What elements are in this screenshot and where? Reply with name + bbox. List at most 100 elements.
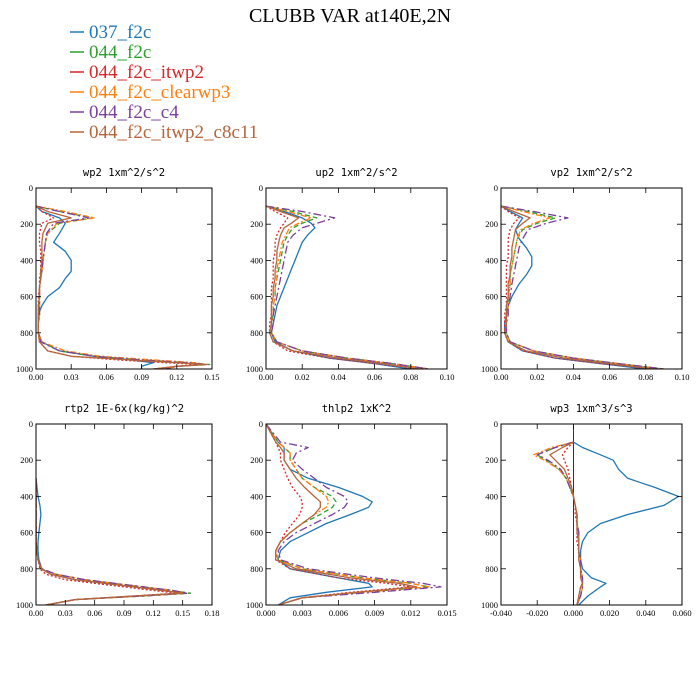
legend-label-4: 044_f2c_c4 bbox=[89, 102, 179, 123]
panel-3-ytick-0: 0 bbox=[29, 419, 33, 429]
panel-1-frame bbox=[265, 187, 448, 370]
panel-1-ytick-1: 200 bbox=[250, 219, 263, 229]
panel-3-ytick-5: 1000 bbox=[16, 600, 33, 610]
legend: 037_f2c044_f2c044_f2c_itwp2044_f2c_clear… bbox=[70, 22, 258, 143]
panel-0-xtick-1: 0.03 bbox=[64, 372, 79, 382]
panel-0-ytick-3: 600 bbox=[20, 292, 33, 302]
panel-2-xtick-1: 0.02 bbox=[530, 372, 545, 382]
legend-label-0: 037_f2c bbox=[89, 22, 151, 43]
panel-5-ytick-3: 600 bbox=[485, 528, 498, 538]
panel-4-ytick-5: 1000 bbox=[246, 600, 263, 610]
panel-2-series bbox=[501, 205, 664, 369]
panel-0-series-044_f2c_itwp2_c8c11 bbox=[36, 205, 207, 369]
panel-4-ytick-1: 200 bbox=[250, 455, 263, 465]
panel-5-ytick-0: 0 bbox=[494, 419, 498, 429]
panel-3-xtick-5: 0.15 bbox=[175, 608, 190, 618]
panel-1-series bbox=[266, 205, 429, 369]
panel-2-xtick-4: 0.08 bbox=[638, 372, 653, 382]
panel-1-xtick-1: 0.02 bbox=[295, 372, 310, 382]
panel-2-ytick-4: 800 bbox=[485, 328, 498, 338]
panel-4-xtick-4: 0.012 bbox=[401, 608, 420, 618]
panel-2-series-044_f2c_itwp2 bbox=[501, 205, 655, 369]
panel-1-ytick-4: 800 bbox=[250, 328, 263, 338]
panel-2-ytick-1: 200 bbox=[485, 219, 498, 229]
panel-1-ytick-2: 400 bbox=[250, 255, 263, 265]
panel-1-ytick-3: 600 bbox=[250, 292, 263, 302]
panel-0-xtick-2: 0.06 bbox=[99, 372, 114, 382]
panel-1-ytick-0: 0 bbox=[259, 183, 263, 193]
panel-1-series-044_f2c_clearwp3 bbox=[266, 205, 429, 369]
panel-4-ytick-2: 400 bbox=[250, 491, 263, 501]
panel-4-series-044_f2c_itwp2 bbox=[266, 424, 412, 605]
panel-0-ytick-1: 200 bbox=[20, 219, 33, 229]
panel-5-ytick-1: 200 bbox=[485, 455, 498, 465]
panel-5-ytick-5: 1000 bbox=[481, 600, 498, 610]
panel-4-series-044_f2c_itwp2_c8c11 bbox=[266, 424, 418, 605]
panel-3-ytick-1: 200 bbox=[20, 455, 33, 465]
legend-label-1: 044_f2c bbox=[89, 42, 151, 63]
figure-title: CLUBB VAR at140E,2N bbox=[249, 5, 451, 27]
panel-1-xtick-3: 0.06 bbox=[367, 372, 382, 382]
panel-5-xtick-2: 0.000 bbox=[564, 608, 583, 618]
panel-0-series-044_f2c_c4 bbox=[36, 205, 207, 369]
panel-2-ytick-3: 600 bbox=[485, 292, 498, 302]
panel-3-xtick-0: 0.00 bbox=[29, 608, 44, 618]
panel-3-ytick-2: 400 bbox=[20, 491, 33, 501]
panel-1-xtick-5: 0.10 bbox=[440, 372, 455, 382]
panel-5-series-044_f2c_itwp2_c8c11 bbox=[549, 441, 584, 605]
panel-5-xtick-3: 0.020 bbox=[600, 608, 619, 618]
panel-3: rtp2 1E-6x(kg/kg)^2 0.00 0.03 0.06 0.09 0.12 0… bbox=[16, 403, 219, 618]
panel-3-xtick-1: 0.03 bbox=[58, 608, 73, 618]
panel-5-frame bbox=[500, 423, 683, 606]
panel-5-ytick-2: 400 bbox=[485, 491, 498, 501]
panel-0-xtick-4: 0.12 bbox=[169, 372, 184, 382]
panel-4-frame bbox=[265, 423, 448, 606]
legend-label-2: 044_f2c_itwp2 bbox=[89, 62, 204, 83]
panel-2-xtick-5: 0.10 bbox=[675, 372, 690, 382]
panel-2: vp2 1xm^2/s^2 0.00 0.02 0.04 0.06 0.08 0.10 0 20… bbox=[481, 167, 689, 382]
panels: wp2 1xm^2/s^2 0.00 0.03 0.06 0.09 0.12 0.15 0 20… bbox=[16, 167, 692, 618]
panel-4-xtick-0: 0.000 bbox=[256, 608, 275, 618]
panel-1-ytick-5: 1000 bbox=[246, 364, 263, 374]
panel-4-series-044_f2c_c4 bbox=[266, 424, 442, 605]
panel-0-ytick-0: 0 bbox=[29, 183, 33, 193]
panel-0: wp2 1xm^2/s^2 0.00 0.03 0.06 0.09 0.12 0.15 0 20… bbox=[16, 167, 219, 382]
panel-4-ytick-4: 800 bbox=[250, 564, 263, 574]
panel-5-xtick-4: 0.040 bbox=[636, 608, 655, 618]
panel-0-series bbox=[36, 205, 211, 369]
panel-0-ytick-5: 1000 bbox=[16, 364, 33, 374]
panel-4-xtick-3: 0.009 bbox=[365, 608, 384, 618]
panel-1-xtick-0: 0.00 bbox=[259, 372, 274, 382]
panel-1-series-044_f2c_itwp2_c8c11 bbox=[266, 205, 420, 369]
panel-3-xtick-4: 0.12 bbox=[146, 608, 161, 618]
panel-3-ytick-3: 600 bbox=[20, 528, 33, 538]
panel-4-xtick-1: 0.003 bbox=[293, 608, 312, 618]
panel-5-xtick-1: -0.020 bbox=[526, 608, 548, 618]
panel-1-series-044_f2c_c4 bbox=[266, 205, 429, 369]
panel-1-xtick-2: 0.04 bbox=[331, 372, 347, 382]
panel-3-ytick-4: 800 bbox=[20, 564, 33, 574]
panel-3-xtick-3: 0.09 bbox=[117, 608, 132, 618]
legend-label-3: 044_f2c_clearwp3 bbox=[89, 82, 230, 103]
panel-0-xtick-5: 0.15 bbox=[205, 372, 220, 382]
panel-1-xtick-4: 0.08 bbox=[403, 372, 418, 382]
panel-3-title: rtp2 1E-6x(kg/kg)^2 bbox=[64, 403, 184, 415]
panel-1-title: up2 1xm^2/s^2 bbox=[315, 167, 397, 179]
panel-5-title: wp3 1xm^3/s^3 bbox=[550, 403, 632, 415]
panel-2-xtick-0: 0.00 bbox=[494, 372, 509, 382]
panel-1: up2 1xm^2/s^2 0.00 0.02 0.04 0.06 0.08 0.10 0 20… bbox=[246, 167, 454, 382]
panel-3-xtick-2: 0.06 bbox=[87, 608, 102, 618]
panel-4: thlp2 1xK^2 0.000 0.003 0.006 0.009 0.012 0.01… bbox=[246, 403, 457, 618]
panel-4-ytick-3: 600 bbox=[250, 528, 263, 538]
panel-0-frame bbox=[35, 187, 213, 370]
panel-5-xtick-5: 0.060 bbox=[672, 608, 691, 618]
panel-2-xtick-3: 0.06 bbox=[602, 372, 617, 382]
panel-2-title: vp2 1xm^2/s^2 bbox=[550, 167, 632, 179]
panel-4-xtick-2: 0.006 bbox=[329, 608, 348, 618]
panel-5-series bbox=[532, 441, 680, 605]
panel-4-xtick-5: 0.015 bbox=[437, 608, 456, 618]
panel-0-ytick-2: 400 bbox=[20, 255, 33, 265]
panel-3-xtick-6: 0.18 bbox=[205, 608, 220, 618]
panel-2-ytick-5: 1000 bbox=[481, 364, 498, 374]
panel-2-series-044_f2c_c4 bbox=[501, 205, 664, 369]
